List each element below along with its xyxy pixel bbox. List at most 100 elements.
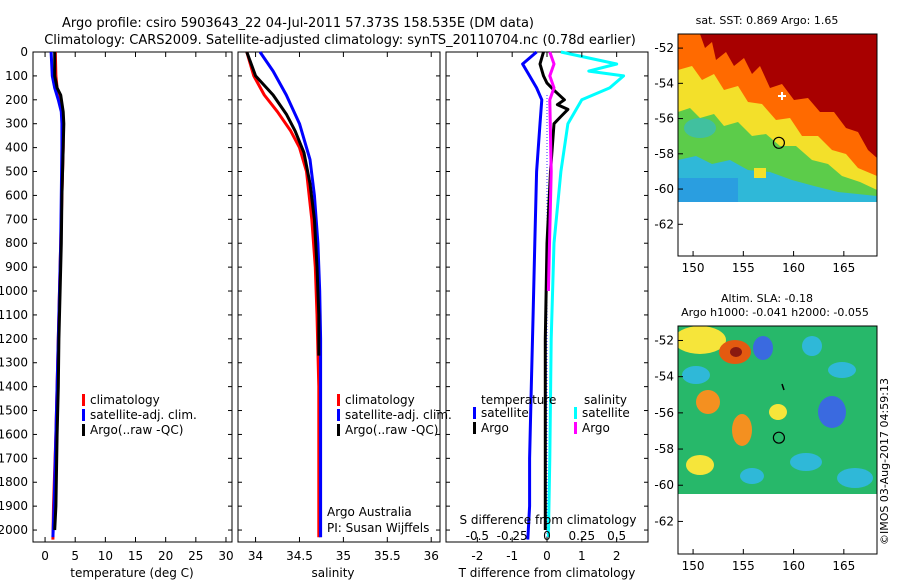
sla-high-core: [730, 347, 742, 357]
legend-label-t-satellite: satellite: [481, 406, 529, 420]
temperature-series: [33, 51, 232, 540]
sla-low-anomaly: [753, 336, 773, 360]
legend-label-climatology: climatology: [90, 393, 160, 407]
depth-tick-label: 0: [20, 45, 28, 59]
depth-tick-label: 700: [5, 212, 28, 226]
map-x-tick-label: 150: [682, 261, 705, 275]
depth-tick-label: 1000: [0, 284, 28, 298]
legend-swatch-climatology: [82, 394, 85, 406]
x-tick-label: -2: [471, 549, 483, 563]
sst-green-patch: [788, 170, 798, 178]
x-tick-label: 34: [248, 549, 263, 563]
depth-tick-label: 1700: [0, 451, 28, 465]
argo-position-marker: [772, 136, 786, 149]
sla-map-x-ticks: 150 155 160 165: [682, 549, 855, 573]
imos-credit: ©IMOS 03-Aug-2017 04:59:13: [878, 378, 891, 545]
series-line-s-argo: [546, 51, 556, 292]
sla-low-anomaly: [828, 362, 856, 378]
legend-swatch-t-argo: [473, 422, 476, 434]
x-tick-label: 36: [424, 549, 439, 563]
series-line-t-satellite: [521, 50, 544, 540]
map-y-tick-label: -62: [654, 514, 674, 528]
legend-label-satellite: satellite-adj. clim.: [345, 408, 452, 422]
sst-cold-patch: [678, 178, 738, 202]
legend-label-climatology: climatology: [345, 393, 415, 407]
depth-tick-label: 600: [5, 188, 28, 202]
depth-tick-label: 1900: [0, 499, 28, 513]
sla-heatmap: [678, 326, 877, 494]
sla-marker-cross: [781, 383, 785, 391]
difference-panel: -2 -1 0 1 2 -0.5 -0.25 0 0.25 0.5 S difference f…: [445, 50, 649, 580]
sla-low-anomaly: [790, 453, 822, 471]
sla-high-anomaly: [696, 390, 720, 414]
legend-label-s-argo: Argo: [582, 421, 610, 435]
depth-tick-label: 1800: [0, 475, 28, 489]
map-x-tick-label: 165: [832, 261, 855, 275]
sst-map-frame: [677, 33, 878, 257]
map-y-tick-label: -60: [654, 478, 674, 492]
sst-map-y-ticks: -52 -54 -56 -58 -60 -62: [654, 41, 683, 231]
map-y-tick-label: -52: [654, 333, 674, 347]
legend-swatch-argo: [82, 424, 85, 436]
salinity-panel: 34 34.5 35 35.5 36 salinity climatology sate…: [237, 51, 452, 580]
x-tick-label: 0: [543, 549, 551, 563]
sla-low-anomaly: [837, 468, 873, 488]
series-line-climatology: [245, 51, 321, 538]
s-tick-label: 0: [543, 529, 551, 543]
map-y-tick-label: -60: [654, 182, 674, 196]
figure-title-line2: Climatology: CARS2009. Satellite-adjuste…: [44, 33, 636, 48]
map-y-tick-label: -58: [654, 147, 674, 161]
map-x-tick-label: 160: [782, 261, 805, 275]
map-y-tick-label: -54: [654, 370, 674, 384]
sst-map-panel: sat. SST: 0.869 Argo: 1.65 150 155 160 165 …: [654, 14, 878, 275]
legend-label-s-satellite: satellite: [582, 406, 630, 420]
difference-legend: temperature salinity satellite Argo sate…: [473, 393, 630, 435]
sla-high-anomaly: [678, 326, 726, 354]
map-y-tick-label: -58: [654, 442, 674, 456]
depth-tick-label: 1100: [0, 308, 28, 322]
depth-tick-label: 300: [5, 117, 28, 131]
sla-low-anomaly: [740, 468, 764, 484]
sst-map-title: sat. SST: 0.869 Argo: 1.65: [696, 14, 839, 27]
depth-tick-label: 900: [5, 260, 28, 274]
sla-map-frame: [677, 325, 878, 555]
x-tick-label: 34.5: [286, 549, 313, 563]
sla-map-y-ticks: -52 -54 -56 -58 -60 -62: [654, 333, 683, 528]
principal-investigator-label: PI: Susan Wijffels: [327, 521, 429, 535]
sst-warm-patch: [754, 168, 766, 178]
map-y-tick-label: -52: [654, 41, 674, 55]
sst-marker-cross: [778, 92, 786, 100]
s-tick-label: -0.25: [497, 529, 528, 543]
sla-low-anomaly: [682, 366, 710, 384]
map-y-tick-label: -54: [654, 76, 674, 90]
map-x-tick-label: 165: [832, 559, 855, 573]
s-tick-label: -0.5: [466, 529, 489, 543]
x-tick-label: 15: [128, 549, 143, 563]
x-tick-label: 30: [218, 549, 233, 563]
depth-tick-label: 1600: [0, 427, 28, 441]
salinity-plot-frame: [237, 51, 441, 543]
x-tick-label: 5: [71, 549, 79, 563]
x-tick-label: 1: [578, 549, 586, 563]
sst-no-data-area: [678, 202, 877, 256]
depth-tick-label: 200: [5, 93, 28, 107]
temperature-panel: 0 5 10 15 20 25 30 0 100 200 300 400 500 600 700 800 90…: [0, 45, 234, 580]
legend-label-argo: Argo(..raw -QC): [90, 423, 183, 437]
temperature-legend: climatology satellite-adj. clim. Argo(..…: [82, 393, 197, 437]
s-tick-label: 0.5: [607, 529, 626, 543]
legend-label-satellite: satellite-adj. clim.: [90, 408, 197, 422]
temperature-x-label: temperature (deg C): [70, 566, 193, 580]
map-x-tick-label: 155: [732, 261, 755, 275]
sst-heatmap: [678, 34, 877, 202]
map-x-tick-label: 155: [732, 559, 755, 573]
legend-swatch-argo: [337, 424, 340, 436]
legend-swatch-s-satellite: [574, 407, 577, 419]
x-tick-label: 25: [188, 549, 203, 563]
sla-low-anomaly: [802, 336, 822, 356]
legend-title-temperature: temperature: [481, 393, 556, 407]
depth-tick-label: 1300: [0, 356, 28, 370]
x-tick-label: 20: [158, 549, 173, 563]
s-difference-x-ticks: -0.5 -0.25 0 0.25 0.5: [466, 529, 627, 543]
series-line-t-argo: [538, 51, 570, 530]
